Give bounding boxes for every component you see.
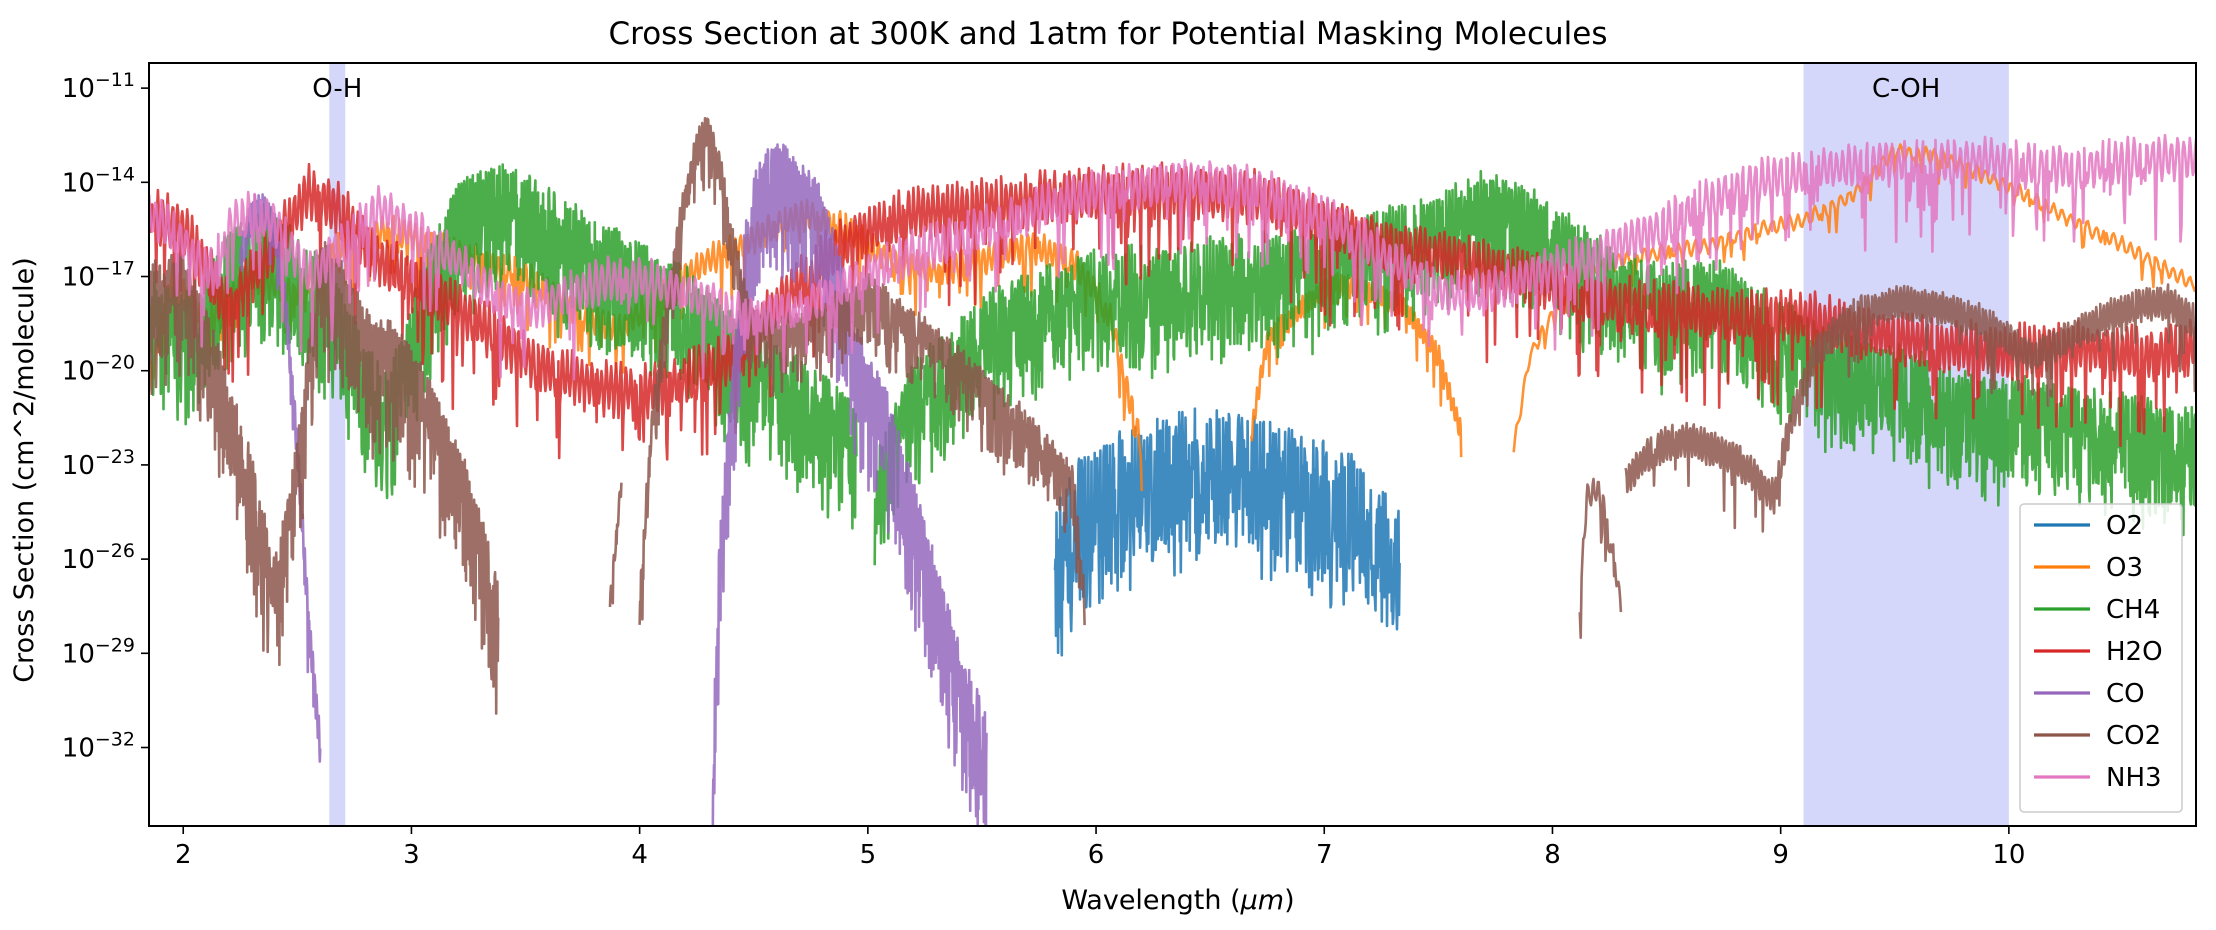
x-tick-label: 4 <box>631 840 648 870</box>
series-line-co2-2 <box>608 482 623 608</box>
legend-label-o2: O2 <box>2106 511 2143 541</box>
band-label-c-oh: C-OH <box>1872 74 1940 104</box>
y-tick-label: 10−14 <box>62 163 135 198</box>
series-line-ch4-2 <box>873 169 2196 566</box>
x-tick-label: 3 <box>403 840 420 870</box>
x-tick-label: 5 <box>860 840 877 870</box>
series-o2 <box>1053 407 1401 657</box>
x-tick-label: 8 <box>1544 840 1561 870</box>
legend-label-co: CO <box>2106 679 2145 709</box>
legend: O2 O3 CH4 H2O CO CO2 NH3 <box>2019 503 2183 813</box>
y-tick-label: 10−26 <box>62 540 135 575</box>
legend-label-nh3: NH3 <box>2106 763 2162 793</box>
y-tick-label: 10−11 <box>62 69 135 104</box>
series-line-nh3-1 <box>149 133 2196 381</box>
series-nh3 <box>149 133 2196 381</box>
y-tick-label: 10−29 <box>62 634 135 669</box>
x-tick-label: 7 <box>1316 840 1333 870</box>
series-line-co2-5 <box>1624 283 2196 533</box>
series-line-o2-1 <box>1053 407 1401 657</box>
series-lines <box>149 117 2196 826</box>
series-line-co2-1 <box>149 241 500 715</box>
y-tick-label: 10−20 <box>62 352 135 387</box>
chart-title: Cross Section at 300K and 1atm for Poten… <box>608 16 1607 52</box>
band-label-o-h: O-H <box>312 74 362 104</box>
y-tick-label: 10−23 <box>62 446 135 481</box>
x-axis-label: Wavelength (μm) <box>1061 885 1294 916</box>
x-tick-label: 6 <box>1088 840 1105 870</box>
legend-label-h2o: H2O <box>2106 637 2163 667</box>
legend-label-co2: CO2 <box>2106 721 2161 751</box>
x-axis: 2 3 4 5 6 7 8 9 10 <box>175 826 2025 870</box>
legend-label-o3: O3 <box>2106 553 2143 583</box>
x-tick-label: 9 <box>1772 840 1789 870</box>
band-o-h <box>329 63 346 826</box>
x-tick-label: 2 <box>175 840 192 870</box>
series-line-co2-4 <box>1578 477 1623 639</box>
legend-label-ch4: CH4 <box>2106 595 2160 625</box>
y-tick-label: 10−32 <box>62 729 135 764</box>
plot-frame <box>148 62 2197 827</box>
y-tick-label: 10−17 <box>62 258 135 293</box>
y-axis-label: Cross Section (cm^2/molecule) <box>9 257 40 683</box>
x-tick-label: 10 <box>1992 840 2025 870</box>
y-axis: 10−32 10−29 10−26 10−23 10−20 10−17 10−14 10−11 <box>62 69 149 764</box>
